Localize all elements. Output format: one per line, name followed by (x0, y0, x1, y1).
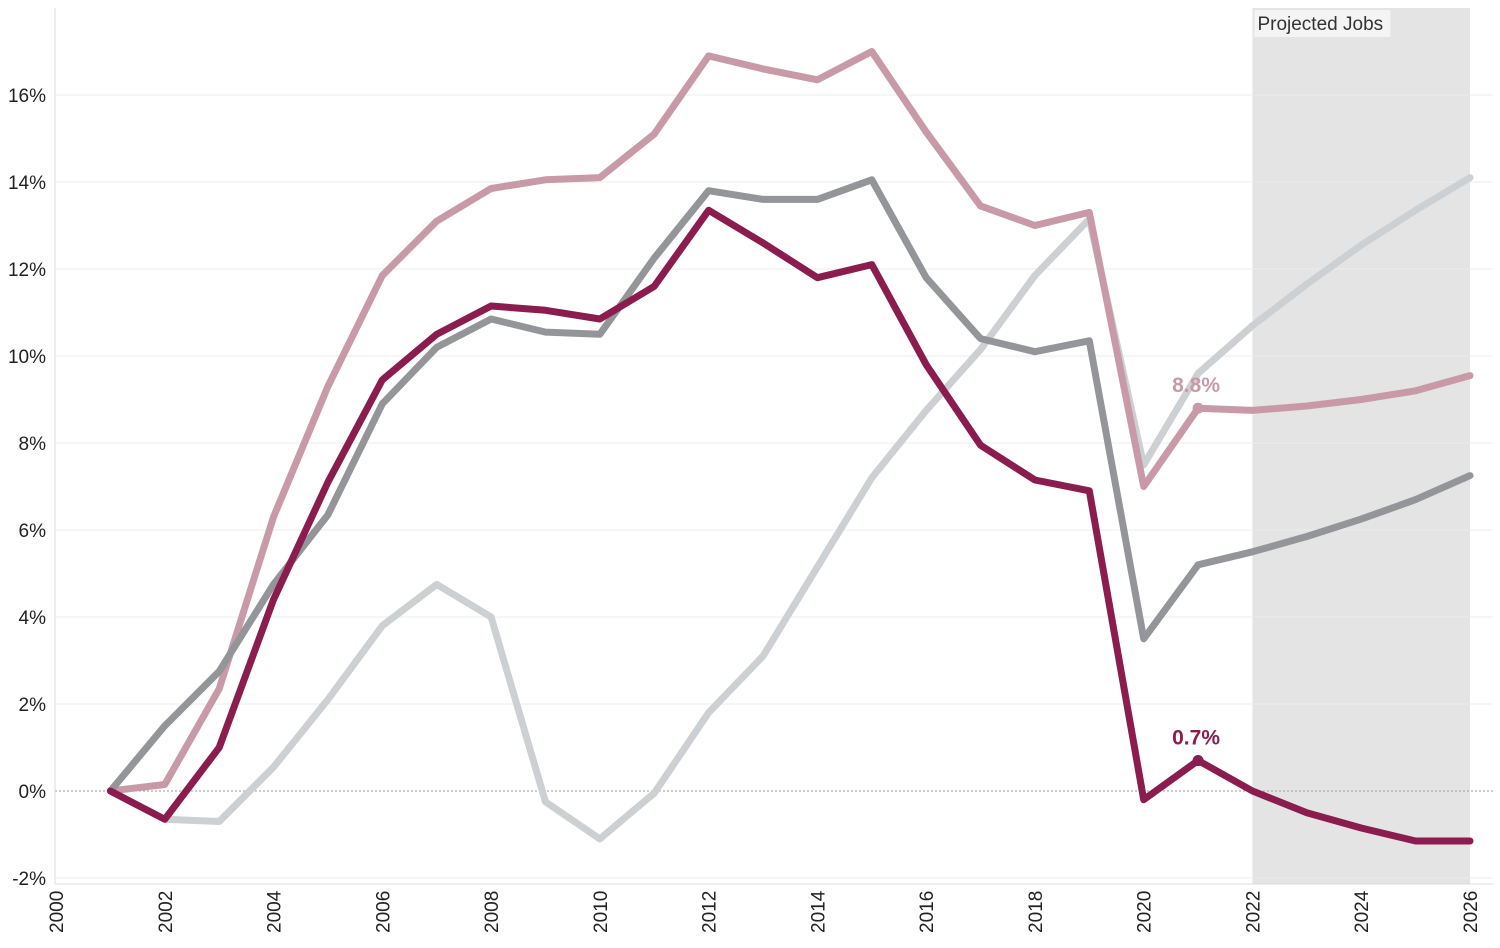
y-tick-label: 16% (8, 86, 46, 107)
series-line-3 (106, 176, 1474, 795)
y-tick-label: 6% (19, 521, 47, 542)
y-tick-label: 8% (19, 434, 47, 455)
data-label: 8.8% (1172, 374, 1220, 397)
x-tick-label: 2004 (265, 890, 286, 933)
y-tick-label: 10% (8, 347, 46, 368)
y-tick-label: 4% (19, 608, 47, 629)
x-tick-label: 2000 (47, 891, 68, 933)
series-line-2 (106, 48, 1474, 795)
y-tick-label: -2% (12, 869, 46, 890)
projection-label: Projected Jobs (1257, 14, 1383, 35)
projection-region: Projected Jobs (1252, 8, 1470, 884)
x-tick-label: 2012 (700, 891, 721, 933)
x-tick-label: 2010 (591, 891, 612, 933)
y-tick-label: 0% (19, 782, 47, 803)
projection-shade (1252, 8, 1470, 884)
annotation-marker (1192, 402, 1204, 414)
y-tick-label: 12% (8, 260, 46, 281)
x-tick-label: 2002 (156, 891, 177, 933)
annotations: 8.8% 0.7% (1172, 374, 1220, 767)
gridlines (55, 94, 1493, 879)
x-tick-label: 2006 (373, 891, 394, 933)
y-tick-label: 2% (19, 695, 47, 716)
x-tick-label: 2024 (1352, 890, 1373, 933)
x-tick-label: 2014 (808, 890, 829, 933)
x-tick-label: 2018 (1026, 891, 1047, 933)
y-tick-label: 14% (8, 173, 46, 194)
x-tick-label: 2022 (1243, 891, 1264, 933)
x-axis: 2000 2002 2004 2006 2008 2010 2012 2014 2016 2018… (47, 883, 1493, 933)
x-tick-label: 2008 (482, 891, 503, 933)
data-label: 0.7% (1172, 727, 1220, 750)
annotation-marker (1192, 755, 1204, 767)
series-line-1 (106, 174, 1474, 843)
y-axis: -2% 0% 2% 4% 6% 8% 10% 12% 14% 16% (8, 8, 56, 890)
x-tick-label: 2020 (1135, 891, 1156, 933)
projection-label-background (1254, 10, 1391, 37)
x-tick-label: 2016 (917, 891, 938, 933)
x-tick-label: 2026 (1461, 891, 1482, 933)
series-lines (106, 48, 1474, 845)
series-line-4 (106, 206, 1474, 845)
